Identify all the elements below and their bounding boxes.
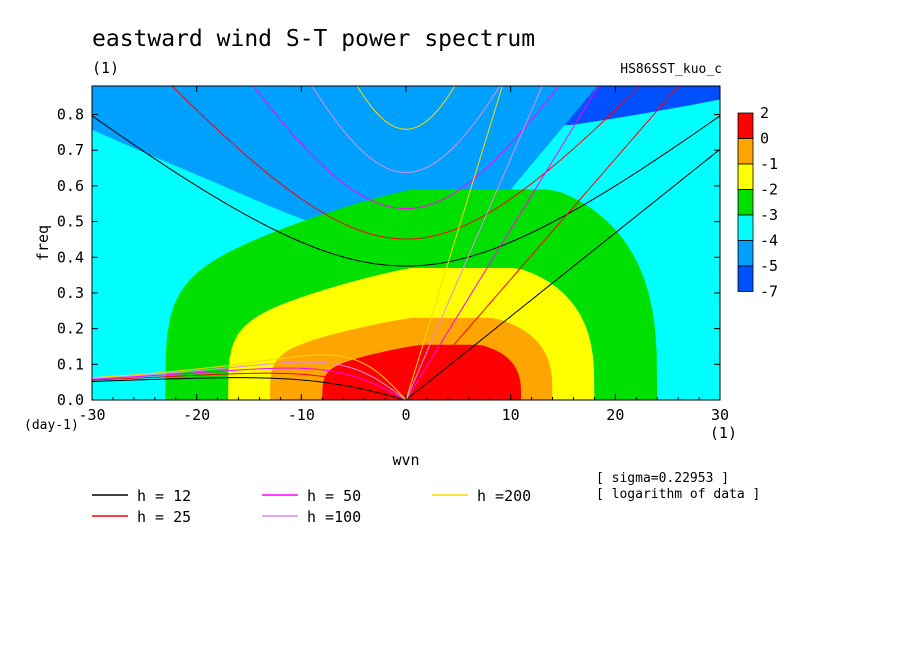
colorbar-swatch: [737, 163, 754, 190]
contour-region-2: [92, 86, 720, 236]
legend-label: h = 50: [307, 487, 361, 505]
colorbar-label: 0: [760, 130, 769, 148]
y-tick-label: 0.6: [57, 177, 84, 195]
gravity-curve-h25: [171, 86, 641, 240]
x-tick-label: -20: [183, 406, 210, 424]
y-axis-label: freq: [34, 225, 52, 261]
y-tick-label: 0.4: [57, 248, 84, 266]
gravity-curve-h12: [92, 115, 720, 267]
colorbar-swatch: [737, 112, 754, 139]
gravity-curve-h50: [252, 86, 560, 210]
y-tick-label: 0.8: [57, 106, 84, 124]
colorbar-label: 2: [760, 104, 769, 122]
rossby-curve-h50: [92, 367, 407, 400]
colorbar-label: -4: [760, 232, 778, 250]
x-tick-label: 10: [502, 406, 520, 424]
x-tick-label: 30: [711, 406, 729, 424]
sigma-note: [ sigma=0.22953 ]: [596, 471, 729, 486]
gravity-curve-h200: [356, 86, 456, 130]
log-note: [ logarithm of data ]: [596, 487, 760, 502]
legend-label: h = 12: [137, 487, 191, 505]
chart-subtitle: (1): [92, 59, 119, 77]
kelvin-curve-h25: [405, 86, 680, 400]
y-tick-label: 0.1: [57, 355, 84, 373]
y-tick-label: 0.5: [57, 213, 84, 231]
y-axis-unit: (day-1): [24, 418, 79, 433]
colorbar-swatch: [737, 138, 754, 165]
kelvin-curve-h12: [405, 148, 720, 400]
gravity-curve-h100: [311, 86, 501, 173]
y-tick-label: 0.2: [57, 320, 84, 338]
x-tick-label: 20: [606, 406, 624, 424]
chart-title: eastward wind S-T power spectrum: [92, 26, 535, 52]
legend-label: h =200: [477, 487, 531, 505]
contour-region-6: [311, 344, 522, 400]
x-tick-label: -30: [78, 406, 105, 424]
x-axis-label: wvn: [392, 451, 419, 469]
y-tick-label: 0.3: [57, 284, 84, 302]
x-axis-unit: (1): [710, 424, 737, 442]
run-label: HS86SST_kuo_c: [620, 62, 722, 77]
contour-shading: [92, 86, 720, 400]
colorbar-swatch: [737, 189, 754, 216]
rossby-curve-h12: [92, 377, 407, 400]
rossby-curve-h100: [92, 361, 407, 400]
legend-label: h = 25: [137, 508, 191, 526]
dispersion-curves: [92, 86, 720, 400]
dispersion-legend: h = 12 h = 25 h = 50 h =100 h =200: [92, 487, 531, 526]
colorbar-label: -5: [760, 257, 778, 275]
y-tick-label: 0.0: [57, 391, 84, 409]
rossby-curve-h25: [92, 372, 407, 400]
x-tick-label: -10: [288, 406, 315, 424]
kelvin-curve-h50: [405, 86, 600, 400]
colorbar-label: -1: [760, 155, 778, 173]
y-tick-label: 0.7: [57, 141, 84, 159]
legend-label: h =100: [307, 508, 361, 526]
colorbar: 2 0 -1 -2 -3 -4 -5 -7: [737, 104, 778, 301]
colorbar-swatch: [737, 240, 754, 267]
kelvin-curve-h100: [405, 86, 543, 400]
plot-area: [92, 86, 720, 400]
x-tick-label: 0: [401, 406, 410, 424]
colorbar-label: -2: [760, 181, 778, 199]
colorbar-swatch: [737, 265, 754, 292]
colorbar-swatch: [737, 214, 754, 241]
y-axis-ticks: 0.0 0.1 0.2 0.3 0.4 0.5 0.6 0.7 0.8: [57, 106, 720, 409]
colorbar-label: -3: [760, 206, 778, 224]
x-axis-ticks: -30 -20 -10 0 10 20 30: [78, 86, 729, 424]
kelvin-curve-h200: [405, 86, 503, 400]
colorbar-label: -7: [760, 283, 778, 301]
rossby-curve-h200: [92, 354, 407, 400]
